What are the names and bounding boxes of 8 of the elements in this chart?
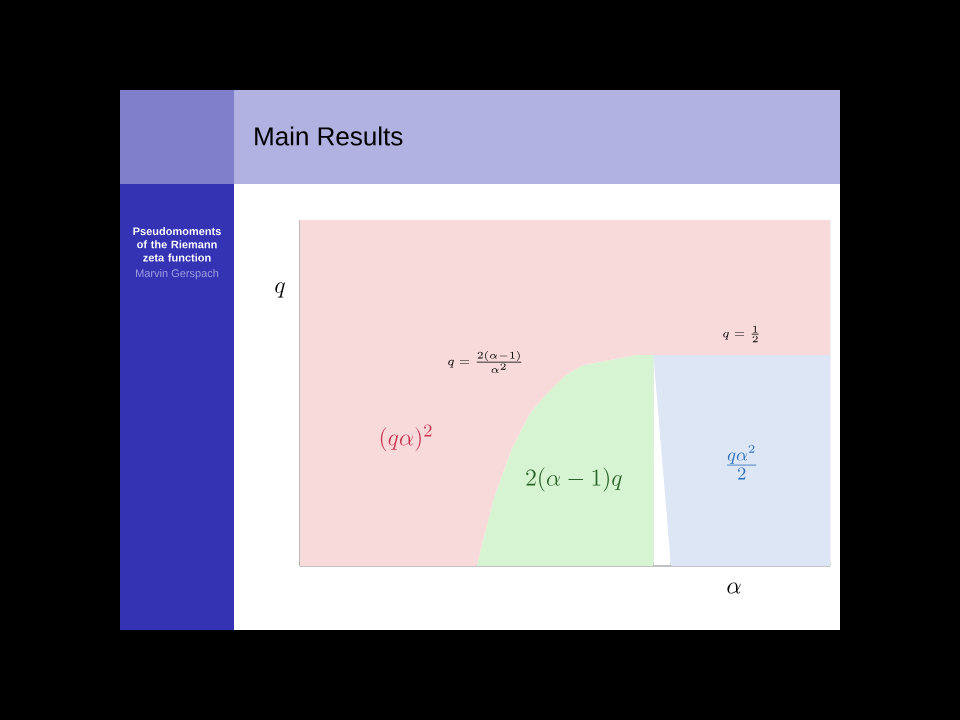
annotation: $q=\frac{1}{2}$ xyxy=(723,325,759,343)
annotation: $(q\alpha)^2$ xyxy=(380,424,432,452)
annotation: $\frac{q\alpha^2}{2}$ xyxy=(727,444,757,480)
y-axis-title: $q$ xyxy=(275,282,285,298)
annotation: $2(\alpha-1)q$ xyxy=(526,467,622,492)
x-axis-title: $\alpha$ xyxy=(727,582,741,594)
annotation: $q=\frac{2(\alpha-1)}{\alpha^2}$ xyxy=(448,350,522,373)
chart-title: Main Results xyxy=(255,126,403,146)
